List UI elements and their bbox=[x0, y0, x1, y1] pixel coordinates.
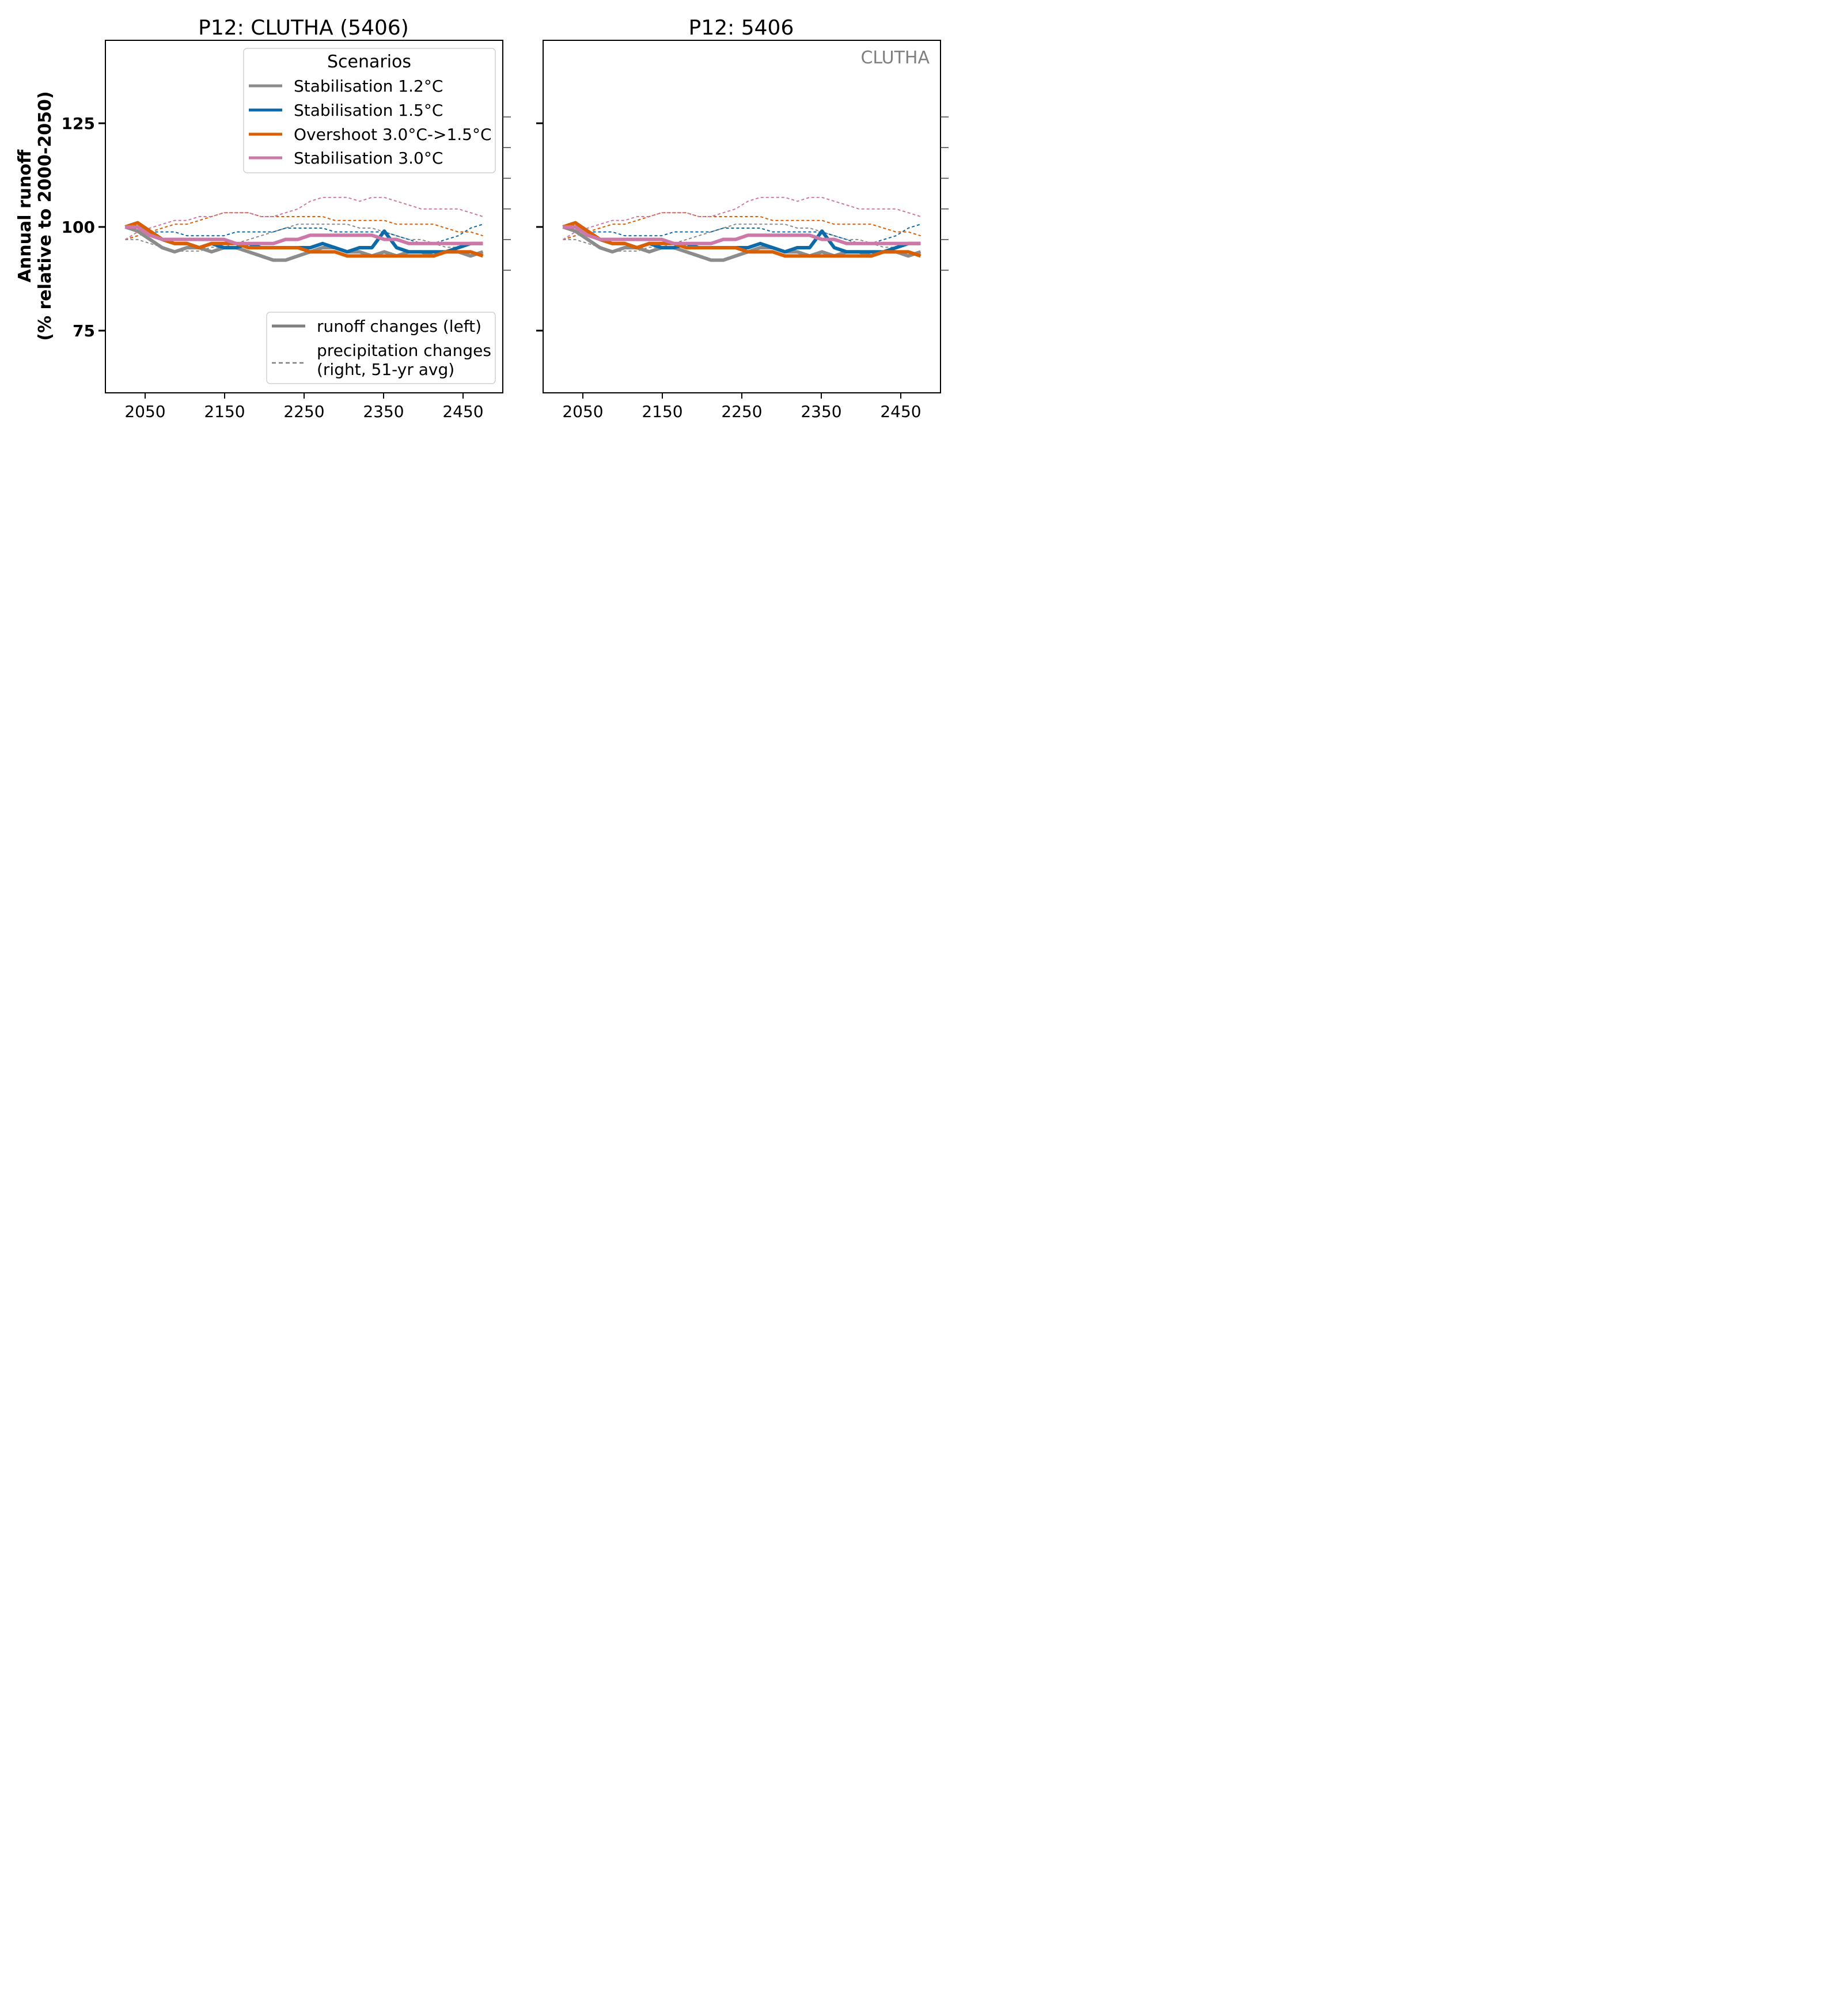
x-tick-label: 2050 bbox=[562, 402, 603, 421]
x-tick-label: 2250 bbox=[721, 402, 762, 421]
y-axis-label: Annual runoff bbox=[15, 149, 35, 282]
panel-title: P12: 5406 bbox=[689, 16, 794, 40]
y-tick-label: 100 bbox=[62, 218, 95, 237]
right-ticks-left bbox=[503, 116, 511, 271]
plot-area-right bbox=[562, 196, 922, 262]
legend-box bbox=[266, 312, 496, 384]
y-ticks-left: 75 100 125 bbox=[62, 114, 105, 340]
right-ticks-right bbox=[941, 116, 949, 271]
x-tick-label: 2350 bbox=[801, 402, 841, 421]
legend-entry: Stabilisation 1.5°C bbox=[294, 101, 443, 120]
panel-left: P12: CLUTHA (5406) 2050 2150 2250 2350 2450 … bbox=[62, 16, 511, 421]
legend-entry: Stabilisation 3.0°C bbox=[294, 149, 443, 168]
plot-area-left bbox=[124, 196, 484, 262]
legend-linestyle: runoff changes (left) precipitation chan… bbox=[266, 312, 496, 384]
x-ticks-left: 2050 2150 2250 2350 2450 bbox=[124, 393, 484, 421]
y-ticks-right bbox=[536, 122, 543, 332]
legend-entry: Stabilisation 1.2°C bbox=[294, 77, 443, 96]
legend-entry: precipitation changes bbox=[317, 341, 491, 360]
basin-label: CLUTHA bbox=[860, 48, 930, 68]
y-tick-label: 75 bbox=[73, 321, 95, 340]
x-tick-label: 2050 bbox=[124, 402, 165, 421]
legend-title: Scenarios bbox=[327, 52, 411, 72]
legend-entry: runoff changes (left) bbox=[317, 317, 481, 336]
precip-line bbox=[563, 223, 921, 252]
legend-box bbox=[243, 48, 496, 173]
panel-title: P12: CLUTHA (5406) bbox=[198, 16, 409, 40]
precip-line bbox=[563, 212, 921, 240]
x-tick-label: 2150 bbox=[204, 402, 245, 421]
panel-right: P12: 5406 CLUTHA 2050 2150 2250 2350 2450 bbox=[536, 16, 949, 421]
y-tick-label: 125 bbox=[62, 114, 95, 133]
x-tick-label: 2250 bbox=[283, 402, 324, 421]
legend-entry: (right, 51-yr avg) bbox=[317, 360, 454, 379]
x-tick-label: 2350 bbox=[363, 402, 404, 421]
runoff-line bbox=[562, 221, 922, 258]
y-axis-label-line2: (% relative to 2000-2050) bbox=[35, 91, 55, 340]
precip-line bbox=[125, 212, 483, 240]
precip-line bbox=[562, 196, 921, 240]
precip-line bbox=[125, 223, 483, 252]
x-tick-label: 2150 bbox=[642, 402, 682, 421]
x-tick-label: 2450 bbox=[442, 402, 483, 421]
runoff-line bbox=[124, 221, 484, 258]
legend-entry: Overshoot 3.0°C->1.5°C bbox=[294, 125, 492, 144]
x-ticks-right: 2050 2150 2250 2350 2450 bbox=[562, 393, 922, 421]
precip-line bbox=[124, 196, 483, 240]
runoff-line bbox=[125, 225, 483, 245]
x-tick-label: 2450 bbox=[880, 402, 921, 421]
runoff-line bbox=[563, 225, 921, 245]
legend-scenarios: Scenarios Stabilisation 1.2°C Stabilisat… bbox=[243, 48, 496, 173]
